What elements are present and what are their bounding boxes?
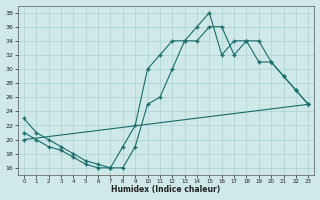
X-axis label: Humidex (Indice chaleur): Humidex (Indice chaleur) (111, 185, 221, 194)
